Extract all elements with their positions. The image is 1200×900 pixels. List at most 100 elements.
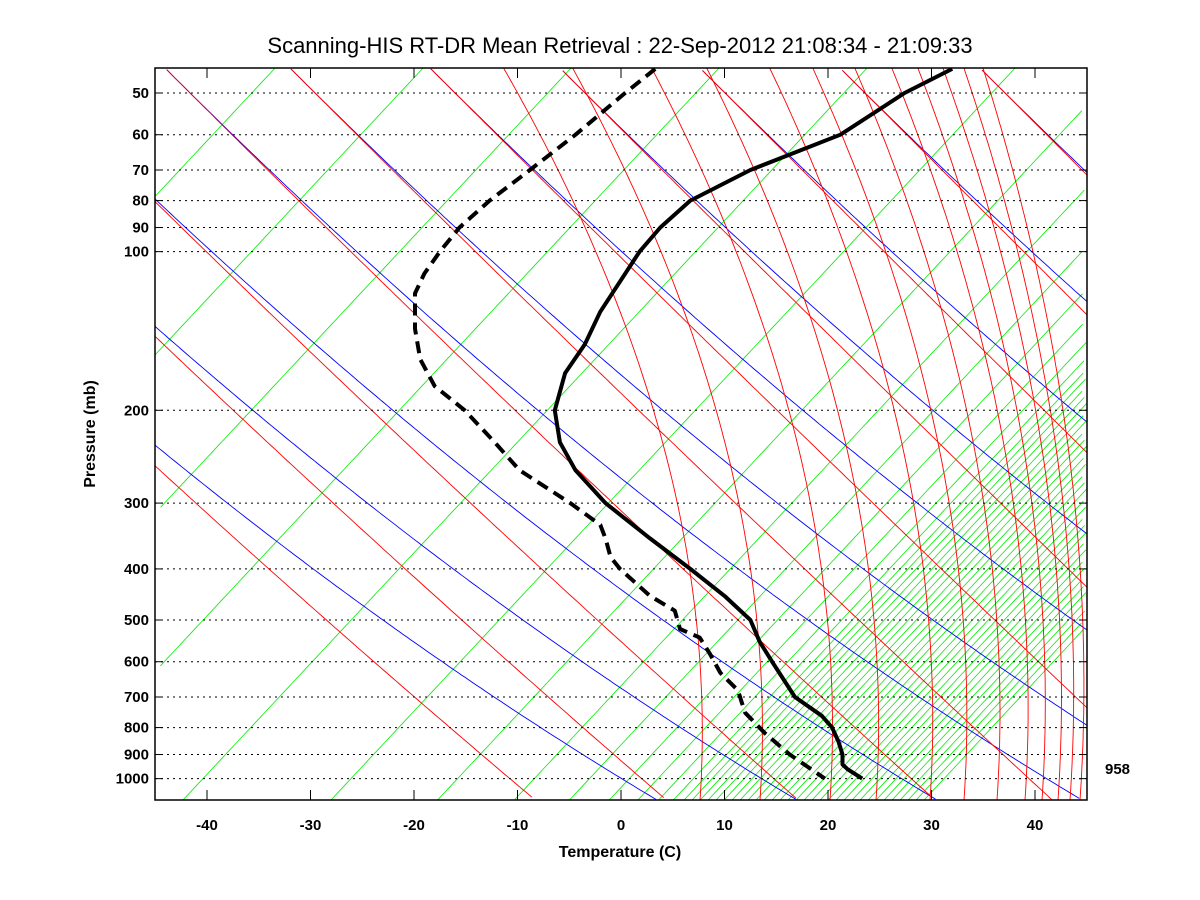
isotherm-line <box>915 622 1082 800</box>
isotherm-line <box>160 68 572 508</box>
isotherm-line <box>803 500 1084 800</box>
y-tick-label: 80 <box>132 193 149 210</box>
x-tick-label: -20 <box>403 817 425 834</box>
y-axis-label: Pressure (mb) <box>82 380 99 488</box>
isotherm-line <box>155 68 424 355</box>
isotherm-line <box>771 464 1086 800</box>
isotherm-line <box>330 68 1016 800</box>
pressure-gridlines <box>155 92 1087 780</box>
isotherm-line <box>891 592 1087 800</box>
x-tick-label: 10 <box>716 817 733 834</box>
y-tick-label: 800 <box>124 720 149 737</box>
moist-adiabat-line <box>430 68 1087 631</box>
isotherm-line <box>707 397 1085 800</box>
moist-adiabat-line <box>155 326 797 800</box>
isotherm-line <box>637 323 1083 800</box>
isotherm-line <box>755 445 1087 800</box>
y-tick-label: 300 <box>124 495 149 512</box>
y-tick-label: 400 <box>124 561 149 578</box>
temperature-profile <box>552 68 954 781</box>
isotherm-line <box>160 68 720 667</box>
background-lines <box>155 68 1087 800</box>
dry-adiabat-arc <box>706 68 880 800</box>
dry-adiabat-arc <box>572 68 763 800</box>
dry-adiabat-arc <box>982 68 1085 800</box>
dry-adiabat-line <box>842 69 1087 316</box>
isotherm-line <box>907 610 1086 800</box>
y-tick-label: 60 <box>132 127 149 144</box>
moist-adiabat-line <box>290 68 1087 726</box>
dry-adiabat-arc <box>503 68 703 800</box>
isotherm-line <box>731 421 1086 800</box>
isotherm-line <box>779 476 1083 800</box>
isotherm-line <box>859 561 1083 800</box>
y-tick-label: 600 <box>124 654 149 671</box>
isotherm-line <box>609 293 1083 800</box>
isotherm-line <box>843 543 1084 800</box>
isotherm-line <box>827 525 1085 800</box>
surface-pressure-label: 958 <box>1105 761 1130 778</box>
dry-adiabat-line <box>155 465 532 798</box>
moist-adiabat-line <box>702 70 1087 423</box>
y-tick-label: 900 <box>124 747 149 764</box>
moist-adiabat-line <box>562 70 1087 535</box>
isotherm-line <box>747 439 1085 800</box>
isotherm-line <box>787 482 1085 800</box>
dry-adiabat-arc <box>812 68 968 800</box>
x-tick-label: -10 <box>507 817 529 834</box>
y-tick-label: 90 <box>132 220 149 237</box>
dry-adiabat-arc <box>769 68 934 800</box>
isotherm-line <box>851 549 1087 800</box>
dry-adiabat-arc <box>942 68 1062 800</box>
isotherm-line <box>819 519 1083 800</box>
profiles <box>413 68 954 781</box>
isotherm-line <box>155 68 276 197</box>
isotherm-line <box>569 250 1083 800</box>
chart-title: Scanning-HIS RT-DR Mean Retrieval : 22-S… <box>267 33 972 58</box>
isotherm-line <box>875 580 1082 800</box>
isotherm-line <box>658 342 1087 800</box>
isotherm-line <box>182 68 868 800</box>
dry-adiabat-arc <box>891 68 1029 800</box>
y-tick-label: 100 <box>124 244 149 261</box>
y-tick-label: 700 <box>124 689 149 706</box>
isotherm-line <box>691 378 1086 800</box>
moist-adiabat-line <box>166 69 1080 799</box>
isotherm-line <box>883 586 1084 800</box>
isotherm-line <box>437 110 1083 800</box>
dry-adiabat-line <box>702 70 1087 453</box>
x-tick-label: 30 <box>923 817 940 834</box>
dry-adiabat-line <box>981 69 1087 176</box>
dry-adiabat-arc <box>963 68 1075 800</box>
isotherm-line <box>683 372 1084 800</box>
dry-adiabat-arc <box>651 68 833 800</box>
isotherm-line <box>795 488 1087 800</box>
y-tick-label: 70 <box>132 162 149 179</box>
isotherm-line <box>899 604 1083 800</box>
x-tick-label: -40 <box>196 817 218 834</box>
y-tick-label: 1000 <box>116 771 149 788</box>
isotherm-line <box>514 189 1085 800</box>
dry-adiabat-line <box>155 201 797 799</box>
dry-adiabat-line <box>290 68 1053 800</box>
y-tick-label: 500 <box>124 612 149 629</box>
dry-adiabat-line <box>562 70 1087 588</box>
isotherm-line <box>723 415 1084 800</box>
dry-adiabat-arc <box>854 68 1001 800</box>
dry-adiabat-arc <box>917 68 1046 800</box>
dry-adiabat-line <box>430 68 1087 709</box>
dry-adiabat-line <box>155 335 664 799</box>
x-tick-label: 0 <box>617 817 625 834</box>
axis-ticks: 5060708090100200300400500600700800900100… <box>116 68 1087 834</box>
x-axis-label: Temperature (C) <box>559 844 681 861</box>
isotherm-line <box>763 458 1084 800</box>
isotherm-line <box>923 628 1084 800</box>
moist-adiabat-line <box>842 69 1087 302</box>
x-tick-label: 20 <box>820 817 837 834</box>
moist-adiabat-line <box>155 198 936 800</box>
moist-adiabat-line <box>155 444 657 800</box>
y-tick-label: 50 <box>132 85 149 102</box>
isotherm-line <box>715 403 1087 800</box>
